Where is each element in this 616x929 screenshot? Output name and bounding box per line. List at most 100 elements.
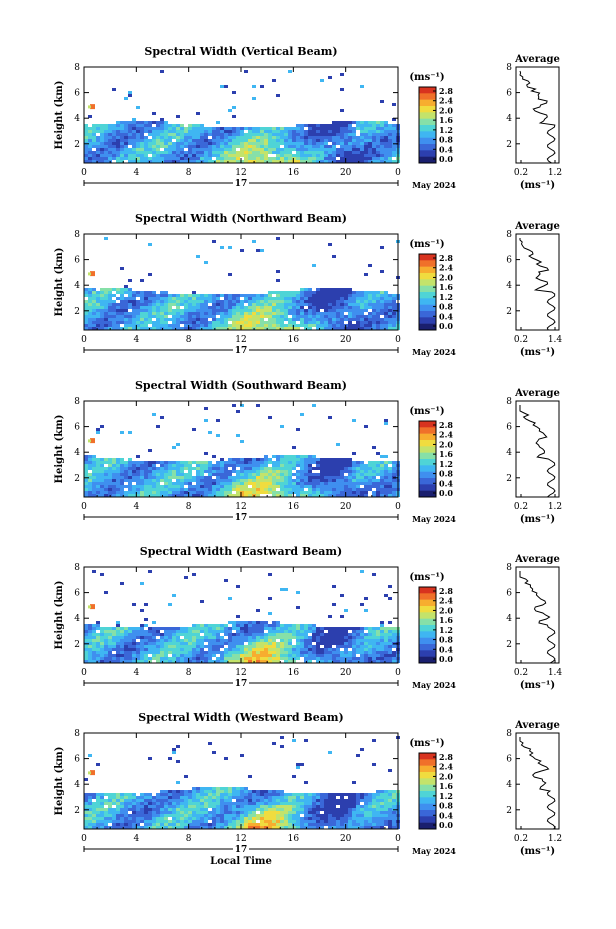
heatmap-cell — [392, 327, 396, 330]
heatmap-cell — [316, 461, 320, 464]
heatmap-cell — [176, 297, 180, 300]
heatmap-cell — [92, 151, 96, 154]
heatmap-cell — [212, 805, 216, 808]
heatmap-cell — [300, 654, 304, 657]
heatmap-cell — [380, 476, 384, 479]
heatmap-cell — [360, 570, 364, 573]
heatmap-cell — [180, 470, 184, 473]
heatmap-cell — [348, 324, 352, 327]
heatmap-cell — [152, 148, 156, 151]
heatmap-cell — [328, 303, 332, 306]
heatmap-cell — [272, 657, 276, 660]
heatmap-cell — [352, 476, 356, 479]
heatmap-cell — [140, 136, 144, 139]
heatmap-cell — [240, 321, 244, 324]
heatmap-cell — [180, 327, 184, 330]
heatmap-cell — [336, 639, 340, 642]
heatmap-cell — [132, 327, 136, 330]
heatmap-cell — [224, 639, 228, 642]
heatmap-cell — [296, 470, 300, 473]
heatmap-cell — [196, 139, 200, 142]
heatmap-cell — [336, 327, 340, 330]
heatmap-cell — [92, 142, 96, 145]
heatmap-cell — [84, 639, 88, 642]
heatmap-cell — [88, 455, 92, 458]
profile-title: Average — [514, 54, 560, 65]
heatmap-cell — [108, 488, 112, 491]
heatmap-cell — [308, 654, 312, 657]
heatmap-cell — [172, 826, 176, 829]
heatmap-cell — [88, 811, 92, 814]
heatmap-cell — [140, 799, 144, 802]
heatmap-cell — [132, 811, 136, 814]
heatmap-cell — [332, 312, 336, 315]
heatmap-cell — [268, 151, 272, 154]
heatmap-cell — [208, 467, 212, 470]
heatmap-cell — [200, 796, 204, 799]
heatmap-cell — [208, 482, 212, 485]
heatmap-cell — [308, 639, 312, 642]
heatmap-cell — [116, 309, 120, 312]
heatmap-cell — [220, 160, 224, 163]
heatmap-cell — [272, 473, 276, 476]
heatmap-cell — [280, 491, 284, 494]
heatmap-cell — [216, 473, 220, 476]
heatmap-cell — [100, 318, 104, 321]
heatmap-cell — [340, 615, 344, 618]
heatmap-cell — [264, 476, 268, 479]
heatmap-cell — [288, 642, 292, 645]
heatmap-cell — [304, 636, 308, 639]
heatmap-cell — [344, 136, 348, 139]
heatmap-cell — [120, 157, 124, 160]
heatmap-cell — [152, 112, 156, 115]
heatmap-cell — [164, 121, 168, 124]
heatmap-cell — [284, 645, 288, 648]
heatmap-cell — [220, 461, 224, 464]
heatmap-cell — [380, 297, 384, 300]
heatmap-cell — [372, 157, 376, 160]
heatmap-cell — [228, 491, 232, 494]
heatmap-cell — [96, 817, 100, 820]
heatmap-cell — [196, 145, 200, 148]
heatmap-cell — [220, 133, 224, 136]
heatmap-cell — [140, 817, 144, 820]
colorbar-tick-label: 0.8 — [439, 635, 453, 645]
heatmap-cell — [304, 291, 308, 294]
heatmap-cell — [160, 309, 164, 312]
heatmap-cell — [344, 479, 348, 482]
heatmap-cell — [292, 488, 296, 491]
heatmap-cell — [240, 627, 244, 630]
heatmap-cell — [116, 124, 120, 127]
heatmap-cell — [380, 642, 384, 645]
heatmap-cell — [360, 464, 364, 467]
heatmap-cell — [96, 127, 100, 130]
profile-line — [519, 238, 556, 331]
heatmap-cell — [100, 127, 104, 130]
heatmap-cell — [224, 312, 228, 315]
heatmap-cell — [104, 642, 108, 645]
heatmap-cell — [92, 811, 96, 814]
heatmap-cell — [128, 142, 132, 145]
heatmap-cell — [148, 297, 152, 300]
heatmap-cell — [164, 476, 168, 479]
heatmap-cell — [92, 494, 96, 497]
heatmap-cell — [304, 654, 308, 657]
date-month-label: May 2024 — [412, 514, 456, 524]
heatmap-cell — [184, 154, 188, 157]
heatmap-cell — [332, 491, 336, 494]
heatmap-cell — [208, 431, 212, 434]
heatmap-cell — [380, 136, 384, 139]
heatmap-cell — [220, 157, 224, 160]
heatmap-cell — [308, 124, 312, 127]
heatmap-cell — [188, 154, 192, 157]
heatmap-cell — [108, 321, 112, 324]
heatmap-cell — [196, 297, 200, 300]
heatmap-cell — [200, 600, 204, 603]
heatmap-cell — [104, 318, 108, 321]
heatmap-cell — [288, 636, 292, 639]
heatmap-cell — [164, 648, 168, 651]
heatmap-cell — [84, 306, 88, 309]
heatmap-cell — [168, 473, 172, 476]
heatmap-cell — [140, 488, 144, 491]
heatmap-cell — [320, 324, 324, 327]
